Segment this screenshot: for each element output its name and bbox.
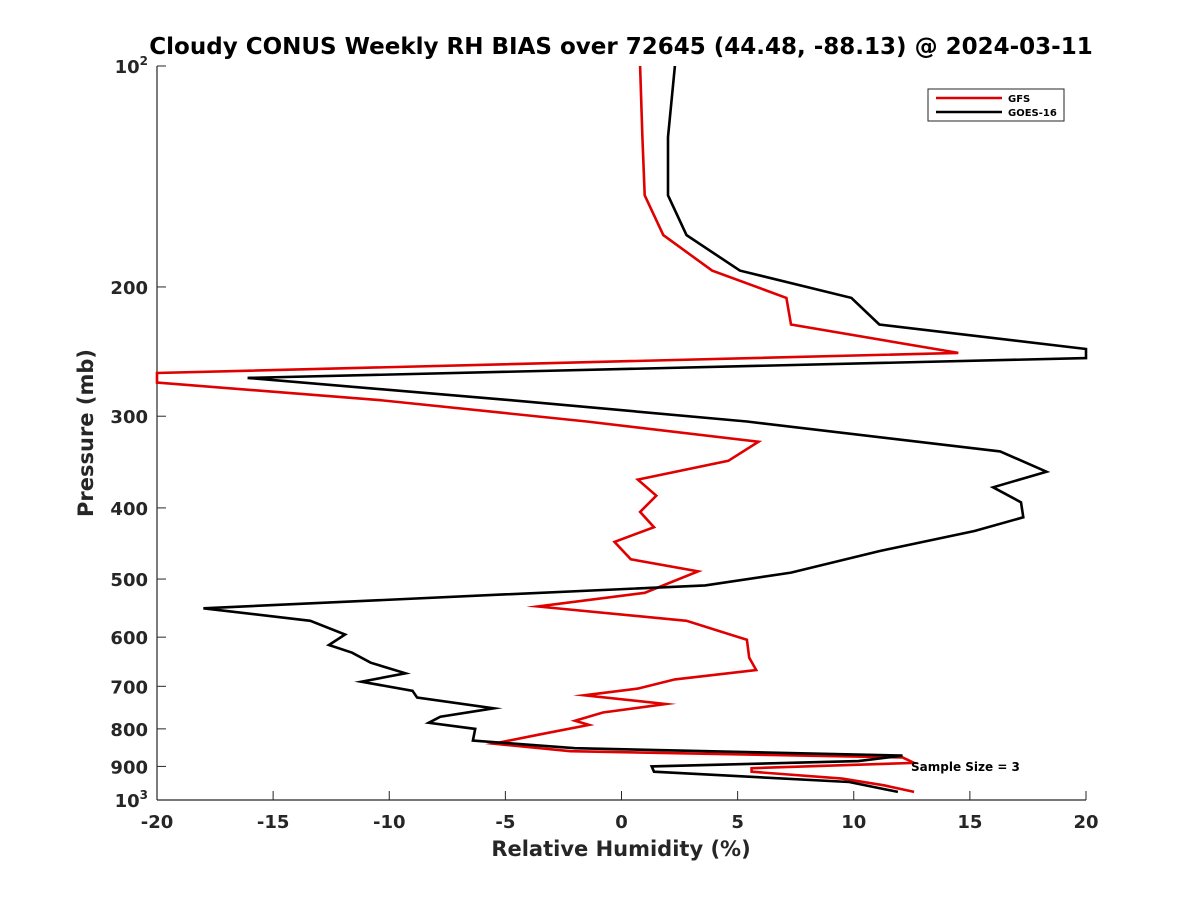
x-tick-label: -15 <box>257 812 290 833</box>
y-tick-label: 500 <box>110 570 148 591</box>
x-tick-label: 0 <box>615 812 628 833</box>
x-tick-label: -10 <box>373 812 406 833</box>
y-tick-label: 800 <box>110 720 148 741</box>
x-tick-label: 10 <box>841 812 866 833</box>
y-tick-label: 200 <box>110 278 148 299</box>
series-line-goes-16 <box>203 65 1088 794</box>
y-tick-exponent: 3 <box>140 788 148 802</box>
y-tick-label: 300 <box>110 407 148 428</box>
x-tick-label: 5 <box>731 812 744 833</box>
x-tick-label: -20 <box>141 812 174 833</box>
x-tick-label: 15 <box>957 812 982 833</box>
y-tick-label: 900 <box>110 757 148 778</box>
x-axis-label: Relative Humidity (%) <box>491 837 750 861</box>
legend-entry: GOES-16 <box>1008 108 1057 119</box>
y-tick-label: 102 <box>115 54 148 78</box>
plot-area: -20 -15 -10 -5 0 5 10 15 20102200300400500600700… <box>110 54 1098 833</box>
y-tick-base: 10 <box>115 57 140 78</box>
y-tick-base: 10 <box>115 791 140 812</box>
series-line-gfs <box>155 65 959 794</box>
y-axis-label: Pressure (mb) <box>74 349 98 517</box>
chart-title: Cloudy CONUS Weekly RH BIAS over 72645 (… <box>149 34 1092 60</box>
x-tick-label: 20 <box>1073 812 1098 833</box>
legend-entry: GFS <box>1008 94 1030 105</box>
y-tick-label: 700 <box>110 677 148 698</box>
legend: GFS GOES-16 <box>927 88 1065 122</box>
x-tick-label: -5 <box>495 812 515 833</box>
y-tick-label: 103 <box>115 788 148 812</box>
y-tick-exponent: 2 <box>140 54 148 68</box>
sample-size-annotation: Sample Size = 3 <box>911 760 1020 774</box>
legend-box <box>927 88 1065 122</box>
y-tick-label: 400 <box>110 499 148 520</box>
y-tick-label: 600 <box>110 628 148 649</box>
